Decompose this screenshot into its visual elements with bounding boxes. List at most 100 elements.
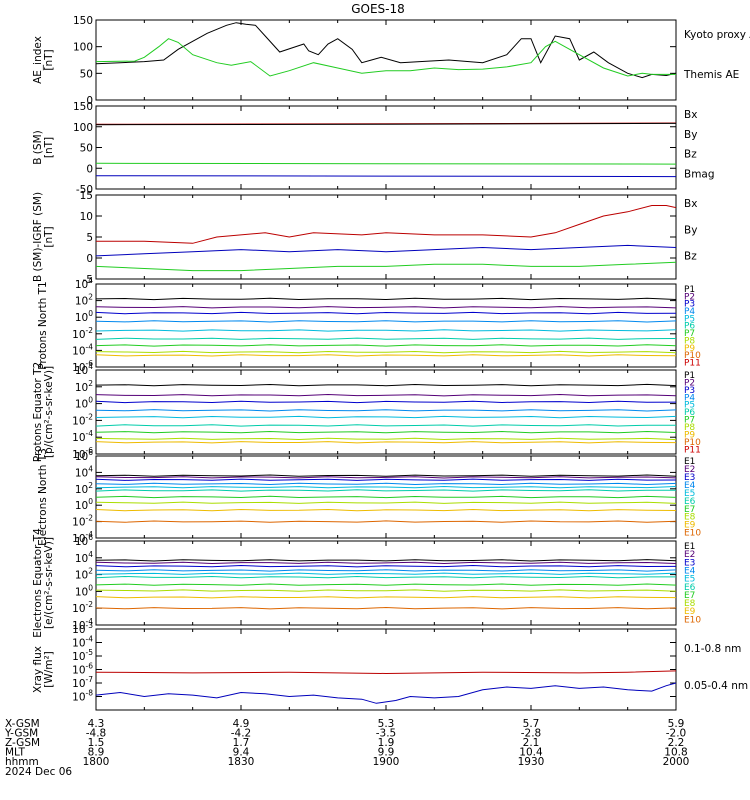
y-tick-label: 0: [86, 163, 93, 175]
legend-channel: E5: [684, 575, 695, 585]
footer-value: -4.2: [231, 728, 252, 740]
y-tick-label: 100: [73, 122, 93, 134]
footer-value: -4.8: [86, 728, 107, 740]
channel-line: [95, 383, 677, 387]
channel-line: [95, 415, 677, 419]
plot-title: GOES-18: [351, 2, 405, 16]
panel-frame: [95, 540, 677, 626]
legend-channel: P2: [684, 378, 695, 388]
legend-kyoto: Kyoto proxy AE: [684, 29, 750, 41]
channel-line: [95, 441, 677, 444]
y-tick-label: 106: [75, 533, 93, 548]
footer-row-label: hhmm: [5, 756, 39, 768]
series-0-05-0-4-nm: [95, 682, 677, 704]
legend-channel: E1: [684, 457, 695, 467]
y-tick-label: 10-2: [72, 600, 93, 615]
series-0-1-0-8-nm: [95, 670, 677, 675]
channel-line: [95, 589, 677, 592]
y-tick-label: 100: [75, 309, 93, 324]
footer-value: 10.4: [519, 747, 543, 759]
legend-by: By: [684, 224, 697, 236]
y-tick-label: 10: [80, 211, 93, 223]
series-kyoto-proxy-ae: [95, 38, 676, 77]
y-tick-label: 104: [75, 276, 93, 291]
y-tick-label: 100: [75, 497, 93, 512]
y-tick-label: 106: [75, 448, 93, 463]
footer-value: 1.7: [233, 737, 250, 749]
channel-line: [95, 559, 677, 562]
channel-line: [95, 476, 677, 479]
panel-3: -5 0 5 10 15 B (SM)-IGRF (SM)[nT] Bx By Bz: [32, 190, 697, 286]
y-tick-label: 100: [73, 42, 93, 54]
legend-channel: E9: [684, 607, 696, 617]
legend-channel: E4: [684, 566, 696, 576]
legend-channel: P10: [684, 351, 701, 361]
legend-channel: E3: [684, 558, 695, 568]
channel-line: [95, 564, 677, 568]
legend-channel: P2: [684, 292, 695, 302]
y-tick-label: 10-4: [72, 429, 93, 444]
y-tick-label: 102: [75, 481, 93, 496]
ephemeris-footer: X-GSM 4.3 4.9 5.3 5.7 5.9 Y-GSM -4.8 -4.2 -3.5 -2.…: [4, 718, 689, 768]
legend-channel: E7: [684, 591, 695, 601]
channel-line: [95, 344, 677, 347]
legend-channel: P9: [684, 430, 695, 440]
channel-line: [95, 561, 677, 565]
legend-channel: P6: [684, 322, 695, 332]
y-tick-label: 150: [73, 101, 93, 113]
legend-xray-long: 0.1-0.8 nm: [684, 643, 741, 655]
footer-row-label: X-GSM: [5, 718, 40, 730]
series-themis-ae: [95, 22, 677, 79]
footer-value: 9.4: [233, 747, 250, 759]
legend-themis: Themis AE: [683, 69, 739, 81]
footer-value: 4.3: [88, 718, 105, 730]
channel-line: [95, 329, 677, 332]
panel-1: 0 50 100 150 AE_index[nT] Kyoto proxy AE Themi…: [32, 15, 750, 107]
y-axis-label: Protons Equator T2[p/(cm²-s-sr-keV)]: [32, 362, 55, 462]
series-bx: [95, 175, 677, 178]
legend-bx: Bx: [684, 198, 697, 210]
channel-line: [95, 474, 677, 477]
legend-channel: P3: [684, 386, 695, 396]
y-tick-label: 50: [80, 143, 93, 155]
channel-line: [95, 606, 677, 610]
channel-line: [95, 489, 676, 492]
legend-channel: E10: [684, 529, 701, 539]
legend-channel: E4: [684, 481, 696, 491]
legend-channel: P6: [684, 408, 695, 418]
channel-line: [95, 400, 677, 404]
y-tick-label: 15: [80, 190, 93, 202]
channel-line: [95, 354, 677, 357]
y-axis-label: Electrons Equator T4[e/(cm²-s-sr-keV)]: [32, 528, 55, 638]
channel-line: [95, 437, 677, 441]
channel-line: [95, 320, 677, 323]
channel-line: [95, 572, 677, 575]
footer-value: 1900: [373, 756, 400, 768]
legend-channel: E2: [684, 550, 695, 560]
y-tick-label: -5: [83, 274, 93, 286]
footer-value: -3.5: [376, 728, 397, 740]
legend-channel: E10: [684, 615, 701, 625]
legend-channel: E7: [684, 505, 695, 515]
channel-line: [95, 569, 677, 572]
footer-value: 1.9: [378, 737, 395, 749]
footer-value: 2.2: [668, 737, 685, 749]
footer-value: 4.9: [233, 718, 250, 730]
footer-value: 1930: [518, 756, 545, 768]
y-tick-label: 10-8: [72, 689, 93, 704]
channel-line: [95, 520, 677, 523]
channel-line: [95, 306, 677, 309]
y-tick-label: 0: [86, 95, 93, 107]
legend-channel: P1: [684, 371, 695, 381]
legend-channel: P4: [684, 307, 695, 317]
channel-line: [95, 297, 677, 301]
series-by: [95, 261, 677, 272]
footer-value: 9.9: [378, 747, 395, 759]
channel-line: [95, 485, 677, 489]
footer-value: 10.8: [664, 747, 687, 759]
channel-line: [95, 409, 677, 412]
y-tick-label: 10-2: [72, 514, 93, 529]
legend-channel: P5: [684, 401, 695, 411]
